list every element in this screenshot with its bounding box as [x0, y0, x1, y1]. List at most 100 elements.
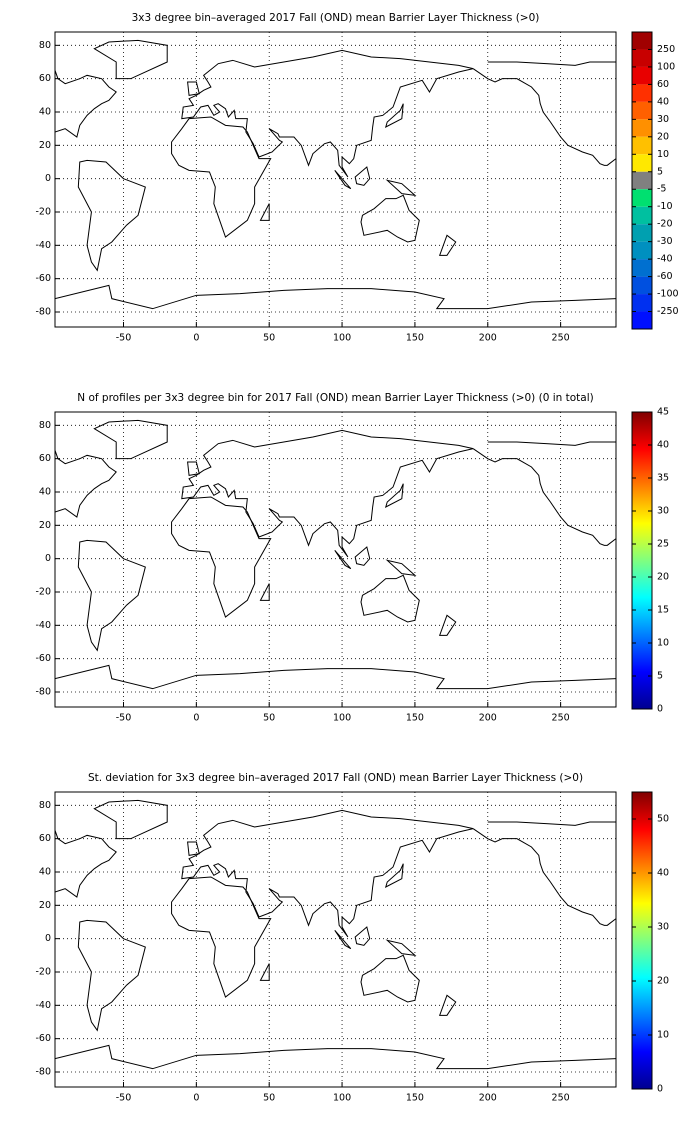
plot-area — [55, 412, 616, 707]
y-tick-label: 80 — [39, 420, 51, 431]
y-tick-label: 40 — [39, 107, 51, 118]
colorbar-tick-label: 0 — [657, 704, 663, 715]
x-tick-label: 200 — [479, 333, 497, 344]
y-tick-label: 0 — [45, 553, 51, 564]
colorbar-block — [632, 154, 652, 172]
colorbar-tick-label: 40 — [657, 96, 669, 107]
y-tick-label: 40 — [39, 487, 51, 498]
y-tick-label: -80 — [35, 307, 51, 318]
plot-frame — [54, 411, 617, 708]
colorbar-tick-label: -100 — [657, 289, 679, 300]
colorbar-tick-label: -250 — [657, 306, 679, 317]
x-tick-label: 200 — [479, 713, 497, 724]
y-tick-label: 60 — [39, 453, 51, 464]
plot-area — [55, 32, 616, 327]
y-tick-label: 20 — [39, 140, 51, 151]
y-tick-label: -60 — [35, 273, 51, 284]
colorbar-tick-label: 20 — [657, 131, 669, 142]
x-tick-label: 0 — [193, 333, 199, 344]
y-tick-label: 60 — [39, 73, 51, 84]
x-tick-label: 250 — [552, 333, 570, 344]
colorbar-tick-label: 45 — [657, 407, 669, 418]
colorbar-tick-label: -10 — [657, 201, 673, 212]
colorbar-block — [632, 189, 652, 207]
colorbar-block — [632, 311, 652, 329]
colorbar-tick-label: 20 — [657, 976, 669, 987]
chart-title: 3x3 degree bin–averaged 2017 Fall (OND) … — [132, 12, 540, 24]
y-tick-label: -20 — [35, 207, 51, 218]
chart-title: N of profiles per 3x3 degree bin for 201… — [77, 392, 594, 404]
colorbar-tick-label: 25 — [657, 539, 669, 550]
colorbar-tick-label: 50 — [657, 814, 669, 825]
x-tick-label: 50 — [263, 333, 275, 344]
colorbar-block — [632, 136, 652, 155]
x-tick-label: 50 — [263, 713, 275, 724]
colorbar-tick-label: 30 — [657, 114, 669, 125]
colorbar-block — [632, 32, 652, 50]
colorbar-tick-label: 5 — [657, 166, 663, 177]
colorbar-tick-label: 30 — [657, 922, 669, 933]
y-tick-label: 20 — [39, 900, 51, 911]
x-tick-label: 150 — [406, 713, 424, 724]
x-tick-label: 150 — [406, 333, 424, 344]
x-tick-label: -50 — [116, 1093, 132, 1104]
colorbar-block — [632, 294, 652, 312]
x-tick-label: 200 — [479, 1093, 497, 1104]
colorbar-tick-label: -30 — [657, 236, 673, 247]
y-tick-label: -40 — [35, 240, 51, 251]
colorbar-frame — [631, 31, 653, 330]
colorbar-tick-label: 10 — [657, 149, 669, 160]
chart-title: St. deviation for 3x3 degree bin–average… — [88, 772, 583, 784]
colorbar-frame — [631, 411, 653, 710]
colorbar-block — [632, 171, 652, 190]
y-tick-label: 60 — [39, 833, 51, 844]
colorbar-block — [632, 276, 652, 295]
y-tick-label: 80 — [39, 40, 51, 51]
colorbar-gradient — [632, 412, 652, 709]
colorbar-block — [632, 259, 652, 277]
colorbar-block — [632, 49, 652, 67]
colorbar-tick-label: 40 — [657, 868, 669, 879]
colorbar-tick-label: 250 — [657, 44, 675, 55]
y-tick-label: -40 — [35, 620, 51, 631]
colorbar-tick-label: 40 — [657, 440, 669, 451]
y-tick-label: -60 — [35, 1033, 51, 1044]
y-tick-label: 0 — [45, 933, 51, 944]
x-tick-label: 150 — [406, 1093, 424, 1104]
colorbar-tick-label: 5 — [657, 671, 663, 682]
colorbar-tick-label: 10 — [657, 1030, 669, 1041]
plot-frame — [54, 31, 617, 328]
y-tick-label: -80 — [35, 1067, 51, 1078]
colorbar-gradient — [632, 792, 652, 1089]
colorbar-tick-label: 10 — [657, 638, 669, 649]
x-tick-label: 0 — [193, 1093, 199, 1104]
x-tick-label: 100 — [333, 713, 351, 724]
y-tick-label: -20 — [35, 587, 51, 598]
colorbar-tick-label: 15 — [657, 605, 669, 616]
colorbar-tick-label: 35 — [657, 473, 669, 484]
y-tick-label: -20 — [35, 967, 51, 978]
colorbar-tick-label: 100 — [657, 61, 675, 72]
colorbar-block — [632, 66, 652, 85]
colorbar-tick-label: 60 — [657, 79, 669, 90]
x-tick-label: 250 — [552, 713, 570, 724]
colorbar-tick-label: -5 — [657, 184, 666, 195]
colorbar-tick-label: 30 — [657, 506, 669, 517]
y-tick-label: -60 — [35, 653, 51, 664]
y-tick-label: -80 — [35, 687, 51, 698]
colorbar-block — [632, 119, 652, 137]
colorbar-tick-label: 20 — [657, 572, 669, 583]
x-tick-label: 100 — [333, 1093, 351, 1104]
x-tick-label: 50 — [263, 1093, 275, 1104]
colorbar-block — [632, 206, 652, 225]
y-tick-label: -40 — [35, 1000, 51, 1011]
colorbar-tick-label: 0 — [657, 1084, 663, 1095]
x-tick-label: 100 — [333, 333, 351, 344]
map-panel: 3x3 degree bin–averaged 2017 Fall (OND) … — [35, 12, 678, 344]
colorbar-block — [632, 84, 652, 102]
x-tick-label: -50 — [116, 713, 132, 724]
plot-area — [55, 792, 616, 1087]
x-tick-label: -50 — [116, 333, 132, 344]
x-tick-label: 250 — [552, 1093, 570, 1104]
